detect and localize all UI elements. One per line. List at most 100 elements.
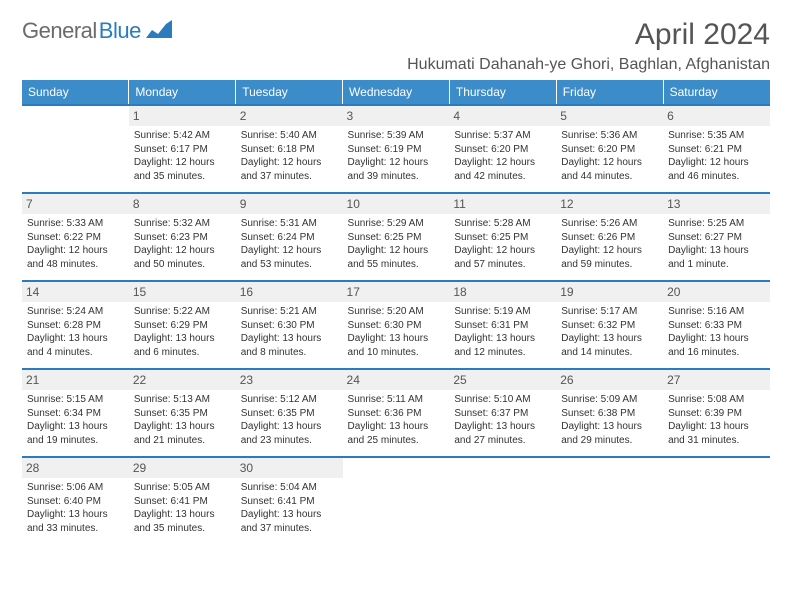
header: GeneralBlue April 2024 Hukumati Dahanah-… [22, 18, 770, 74]
day-number: 15 [129, 282, 236, 302]
day-number: 13 [663, 194, 770, 214]
day-cell-13: 13 Sunrise: 5:25 AMSunset: 6:27 PMDayligh… [663, 193, 770, 281]
day-info: Sunrise: 5:31 AMSunset: 6:24 PMDaylight:… [241, 217, 338, 271]
day-info: Sunrise: 5:32 AMSunset: 6:23 PMDaylight:… [134, 217, 231, 271]
day-cell-17: 17 Sunrise: 5:20 AMSunset: 6:30 PMDayligh… [343, 281, 450, 369]
day-info: Sunrise: 5:11 AMSunset: 6:36 PMDaylight:… [348, 393, 445, 447]
day-cell-25: 25Sunrise: 5:10 AMSunset: 6:37 PMDayligh… [449, 369, 556, 457]
day-info: Sunrise: 5:10 AMSunset: 6:37 PMDaylight:… [454, 393, 551, 447]
day-cell-16: 16 Sunrise: 5:21 AMSunset: 6:30 PMDayligh… [236, 281, 343, 369]
day-cell-30: 30 Sunrise: 5:04 AMSunset: 6:41 PMDayligh… [236, 457, 343, 545]
title-block: April 2024 Hukumati Dahanah-ye Ghori, Ba… [407, 18, 770, 74]
week-row: 14 Sunrise: 5:24 AMSunset: 6:28 PMDayligh… [22, 281, 770, 369]
day-cell-28: 28 Sunrise: 5:06 AMSunset: 6:40 PMDayligh… [22, 457, 129, 545]
day-cell-4: 4 Sunrise: 5:37 AMSunset: 6:20 PMDaylight… [449, 105, 556, 193]
day-info: Sunrise: 5:19 AMSunset: 6:31 PMDaylight:… [454, 305, 551, 359]
day-cell-empty [343, 457, 450, 545]
day-cell-8: 8 Sunrise: 5:32 AMSunset: 6:23 PMDaylight… [129, 193, 236, 281]
day-cell-empty [556, 457, 663, 545]
day-number: 1 [129, 106, 236, 126]
day-cell-27: 27 Sunrise: 5:08 AMSunset: 6:39 PMDayligh… [663, 369, 770, 457]
day-number: 4 [449, 106, 556, 126]
day-info: Sunrise: 5:12 AMSunset: 6:35 PMDaylight:… [241, 393, 338, 447]
day-cell-24: 24 Sunrise: 5:11 AMSunset: 6:36 PMDayligh… [343, 369, 450, 457]
day-number: 10 [343, 194, 450, 214]
day-number: 2 [236, 106, 343, 126]
day-cell-2: 2 Sunrise: 5:40 AMSunset: 6:18 PMDaylight… [236, 105, 343, 193]
day-cell-15: 15Sunrise: 5:22 AMSunset: 6:29 PMDayligh… [129, 281, 236, 369]
day-info: Sunrise: 5:42 AMSunset: 6:17 PMDaylight:… [134, 129, 231, 183]
day-number: 8 [129, 194, 236, 214]
day-info: Sunrise: 5:15 AMSunset: 6:34 PMDaylight:… [27, 393, 124, 447]
day-info: Sunrise: 5:09 AMSunset: 6:38 PMDaylight:… [561, 393, 658, 447]
calendar-table: SundayMondayTuesdayWednesdayThursdayFrid… [22, 80, 770, 545]
day-number: 21 [22, 370, 129, 390]
day-number: 14 [22, 282, 129, 302]
day-header-friday: Friday [556, 80, 663, 105]
day-cell-14: 14 Sunrise: 5:24 AMSunset: 6:28 PMDayligh… [22, 281, 129, 369]
day-info: Sunrise: 5:35 AMSunset: 6:21 PMDaylight:… [668, 129, 765, 183]
logo-text-2: Blue [99, 18, 141, 44]
day-info: Sunrise: 5:40 AMSunset: 6:18 PMDaylight:… [241, 129, 338, 183]
day-number: 18 [449, 282, 556, 302]
day-cell-22: 22Sunrise: 5:13 AMSunset: 6:35 PMDayligh… [129, 369, 236, 457]
day-header-saturday: Saturday [663, 80, 770, 105]
day-number: 20 [663, 282, 770, 302]
day-cell-7: 7Sunrise: 5:33 AMSunset: 6:22 PMDaylight… [22, 193, 129, 281]
day-cell-29: 29 Sunrise: 5:05 AMSunset: 6:41 PMDayligh… [129, 457, 236, 545]
week-row: 28 Sunrise: 5:06 AMSunset: 6:40 PMDayligh… [22, 457, 770, 545]
day-cell-empty [22, 105, 129, 193]
day-info: Sunrise: 5:26 AMSunset: 6:26 PMDaylight:… [561, 217, 658, 271]
day-cell-3: 3 Sunrise: 5:39 AMSunset: 6:19 PMDaylight… [343, 105, 450, 193]
day-cell-21: 21 Sunrise: 5:15 AMSunset: 6:34 PMDayligh… [22, 369, 129, 457]
day-info: Sunrise: 5:25 AMSunset: 6:27 PMDaylight:… [668, 217, 765, 271]
calendar-head: SundayMondayTuesdayWednesdayThursdayFrid… [22, 80, 770, 105]
day-cell-20: 20Sunrise: 5:16 AMSunset: 6:33 PMDayligh… [663, 281, 770, 369]
day-number: 22 [129, 370, 236, 390]
day-number: 19 [556, 282, 663, 302]
day-info: Sunrise: 5:29 AMSunset: 6:25 PMDaylight:… [348, 217, 445, 271]
day-number: 30 [236, 458, 343, 478]
day-number: 3 [343, 106, 450, 126]
day-cell-26: 26 Sunrise: 5:09 AMSunset: 6:38 PMDayligh… [556, 369, 663, 457]
day-cell-10: 10 Sunrise: 5:29 AMSunset: 6:25 PMDayligh… [343, 193, 450, 281]
day-info: Sunrise: 5:24 AMSunset: 6:28 PMDaylight:… [27, 305, 124, 359]
week-row: 21 Sunrise: 5:15 AMSunset: 6:34 PMDayligh… [22, 369, 770, 457]
day-number: 23 [236, 370, 343, 390]
day-info: Sunrise: 5:05 AMSunset: 6:41 PMDaylight:… [134, 481, 231, 535]
logo-text-1: General [22, 18, 97, 44]
day-cell-12: 12Sunrise: 5:26 AMSunset: 6:26 PMDayligh… [556, 193, 663, 281]
day-cell-11: 11Sunrise: 5:28 AMSunset: 6:25 PMDayligh… [449, 193, 556, 281]
logo: GeneralBlue [22, 18, 172, 44]
day-info: Sunrise: 5:17 AMSunset: 6:32 PMDaylight:… [561, 305, 658, 359]
week-row: 7Sunrise: 5:33 AMSunset: 6:22 PMDaylight… [22, 193, 770, 281]
day-number: 26 [556, 370, 663, 390]
day-number: 11 [449, 194, 556, 214]
day-cell-23: 23 Sunrise: 5:12 AMSunset: 6:35 PMDayligh… [236, 369, 343, 457]
day-header-monday: Monday [129, 80, 236, 105]
day-number: 28 [22, 458, 129, 478]
day-info: Sunrise: 5:39 AMSunset: 6:19 PMDaylight:… [348, 129, 445, 183]
day-info: Sunrise: 5:37 AMSunset: 6:20 PMDaylight:… [454, 129, 551, 183]
day-number: 27 [663, 370, 770, 390]
day-cell-6: 6Sunrise: 5:35 AMSunset: 6:21 PMDaylight… [663, 105, 770, 193]
day-number: 5 [556, 106, 663, 126]
day-number: 16 [236, 282, 343, 302]
day-header-tuesday: Tuesday [236, 80, 343, 105]
day-info: Sunrise: 5:33 AMSunset: 6:22 PMDaylight:… [27, 217, 124, 271]
day-number: 17 [343, 282, 450, 302]
day-number: 24 [343, 370, 450, 390]
day-info: Sunrise: 5:21 AMSunset: 6:30 PMDaylight:… [241, 305, 338, 359]
day-info: Sunrise: 5:04 AMSunset: 6:41 PMDaylight:… [241, 481, 338, 535]
day-number: 29 [129, 458, 236, 478]
location: Hukumati Dahanah-ye Ghori, Baghlan, Afgh… [407, 56, 770, 74]
day-info: Sunrise: 5:36 AMSunset: 6:20 PMDaylight:… [561, 129, 658, 183]
day-cell-18: 18 Sunrise: 5:19 AMSunset: 6:31 PMDayligh… [449, 281, 556, 369]
day-info: Sunrise: 5:20 AMSunset: 6:30 PMDaylight:… [348, 305, 445, 359]
day-info: Sunrise: 5:06 AMSunset: 6:40 PMDaylight:… [27, 481, 124, 535]
day-cell-19: 19 Sunrise: 5:17 AMSunset: 6:32 PMDayligh… [556, 281, 663, 369]
day-info: Sunrise: 5:08 AMSunset: 6:39 PMDaylight:… [668, 393, 765, 447]
month-title: April 2024 [407, 18, 770, 52]
day-header-wednesday: Wednesday [343, 80, 450, 105]
day-cell-empty [663, 457, 770, 545]
